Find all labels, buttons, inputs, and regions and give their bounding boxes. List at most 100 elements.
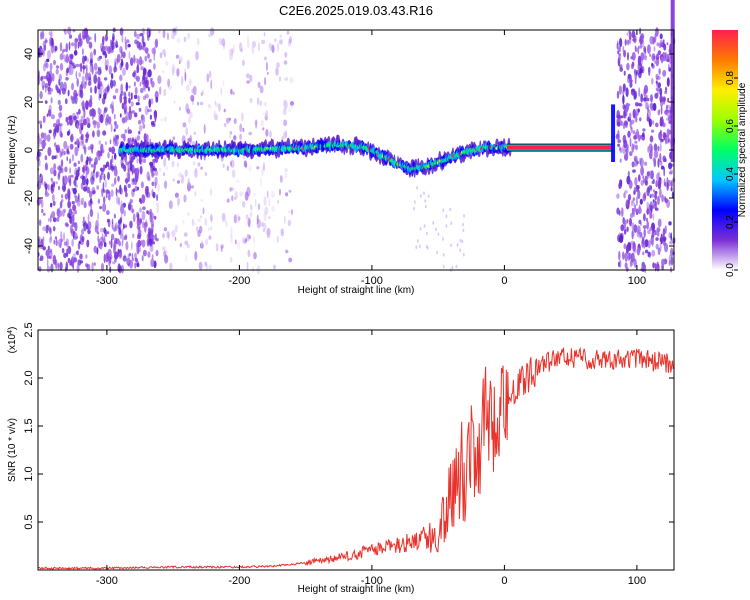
- noise-speck: [652, 262, 655, 269]
- noise-speck: [109, 139, 112, 145]
- noise-speck: [214, 103, 219, 108]
- noise-speck: [631, 231, 635, 237]
- noise-speck: [234, 190, 238, 200]
- noise-speck: [186, 243, 190, 249]
- noise-speck: [658, 131, 663, 141]
- noise-speck: [124, 192, 128, 198]
- noise-speck: [232, 91, 235, 96]
- noise-speck: [42, 85, 45, 91]
- noise-speck: [656, 195, 660, 206]
- noise-speck: [657, 158, 660, 168]
- noise-speck: [80, 153, 84, 163]
- noise-speck: [151, 181, 155, 187]
- noise-speck: [97, 198, 100, 204]
- noise-speck: [138, 131, 141, 135]
- noise-speck: [63, 241, 68, 246]
- noise-speck: [132, 72, 136, 78]
- ridge-tail-speck: [442, 264, 445, 269]
- noise-speck: [289, 77, 294, 84]
- noise-speck: [642, 132, 645, 138]
- noise-speck: [59, 42, 63, 52]
- noise-speck: [138, 155, 142, 165]
- ridge-tail-speck: [450, 221, 453, 225]
- noise-speck: [89, 209, 94, 218]
- noise-speck: [184, 72, 187, 82]
- noise-speck: [183, 36, 187, 42]
- noise-speck: [242, 127, 245, 132]
- noise-speck: [221, 38, 226, 47]
- noise-speck: [249, 211, 253, 218]
- noise-speck: [129, 153, 133, 163]
- noise-speck: [194, 167, 198, 178]
- noise-speck: [245, 238, 248, 243]
- noise-speck: [73, 179, 77, 187]
- noise-speck: [636, 184, 640, 190]
- noise-speck: [63, 81, 67, 92]
- noise-speck: [666, 110, 670, 117]
- noise-speck: [125, 161, 129, 166]
- noise-speck: [54, 236, 58, 240]
- noise-speck: [653, 143, 658, 152]
- noise-speck: [633, 207, 635, 218]
- noise-speck: [59, 151, 62, 158]
- noise-speck: [642, 175, 645, 180]
- noise-speck: [654, 190, 658, 195]
- noise-speck: [218, 37, 222, 46]
- noise-speck: [132, 188, 136, 193]
- ridge-tail-speck: [415, 245, 418, 250]
- noise-speck: [120, 133, 125, 139]
- noise-speck: [638, 157, 642, 165]
- y-tick-label: 2.5: [23, 322, 35, 337]
- noise-speck: [207, 227, 210, 231]
- noise-speck: [616, 90, 620, 99]
- noise-speck: [634, 116, 638, 123]
- noise-speck: [107, 248, 112, 257]
- noise-speck: [665, 86, 668, 93]
- noise-speck: [655, 237, 659, 241]
- noise-speck: [231, 187, 235, 191]
- noise-speck: [624, 219, 629, 225]
- noise-speck: [248, 234, 251, 240]
- noise-speck: [131, 169, 134, 176]
- noise-speck: [638, 103, 643, 107]
- noise-speck: [629, 137, 632, 147]
- noise-speck: [97, 108, 102, 115]
- noise-speck: [80, 81, 84, 90]
- noise-speck: [80, 89, 84, 99]
- noise-speck: [174, 192, 179, 198]
- noise-speck: [288, 257, 293, 263]
- noise-speck: [62, 48, 67, 53]
- noise-speck: [97, 76, 101, 85]
- noise-speck: [643, 213, 646, 222]
- noise-speck: [103, 196, 106, 204]
- noise-speck: [81, 166, 85, 173]
- noise-speck: [622, 45, 625, 53]
- noise-speck: [641, 265, 644, 271]
- noise-speck: [123, 210, 126, 217]
- noise-speck: [206, 73, 210, 83]
- noise-speck: [620, 115, 624, 119]
- noise-speck: [619, 37, 623, 48]
- noise-speck: [625, 87, 629, 98]
- noise-speck: [131, 241, 133, 251]
- noise-speck: [44, 100, 48, 104]
- noise-speck: [649, 170, 652, 180]
- noise-speck: [124, 184, 128, 194]
- noise-speck: [631, 88, 636, 93]
- ridge-tail-speck: [445, 224, 448, 228]
- noise-speck: [96, 121, 101, 129]
- noise-speck: [260, 119, 264, 127]
- noise-speck: [656, 261, 659, 268]
- noise-speck: [49, 62, 53, 71]
- noise-speck: [157, 183, 160, 192]
- noise-speck: [634, 140, 638, 144]
- noise-speck: [103, 77, 108, 81]
- noise-speck: [123, 235, 128, 241]
- noise-speck: [103, 253, 106, 264]
- noise-speck: [38, 173, 44, 184]
- noise-speck: [659, 188, 662, 198]
- noise-speck: [670, 187, 673, 192]
- noise-speck: [174, 224, 178, 233]
- noise-speck: [634, 204, 636, 212]
- noise-speck: [651, 120, 655, 125]
